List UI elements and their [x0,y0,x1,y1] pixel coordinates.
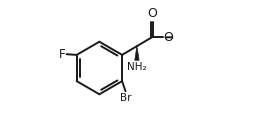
Text: Br: Br [120,93,131,103]
Text: O: O [164,31,174,44]
Text: F: F [59,48,66,61]
Text: NH₂: NH₂ [127,62,147,72]
Polygon shape [135,46,139,60]
Text: O: O [147,7,157,20]
